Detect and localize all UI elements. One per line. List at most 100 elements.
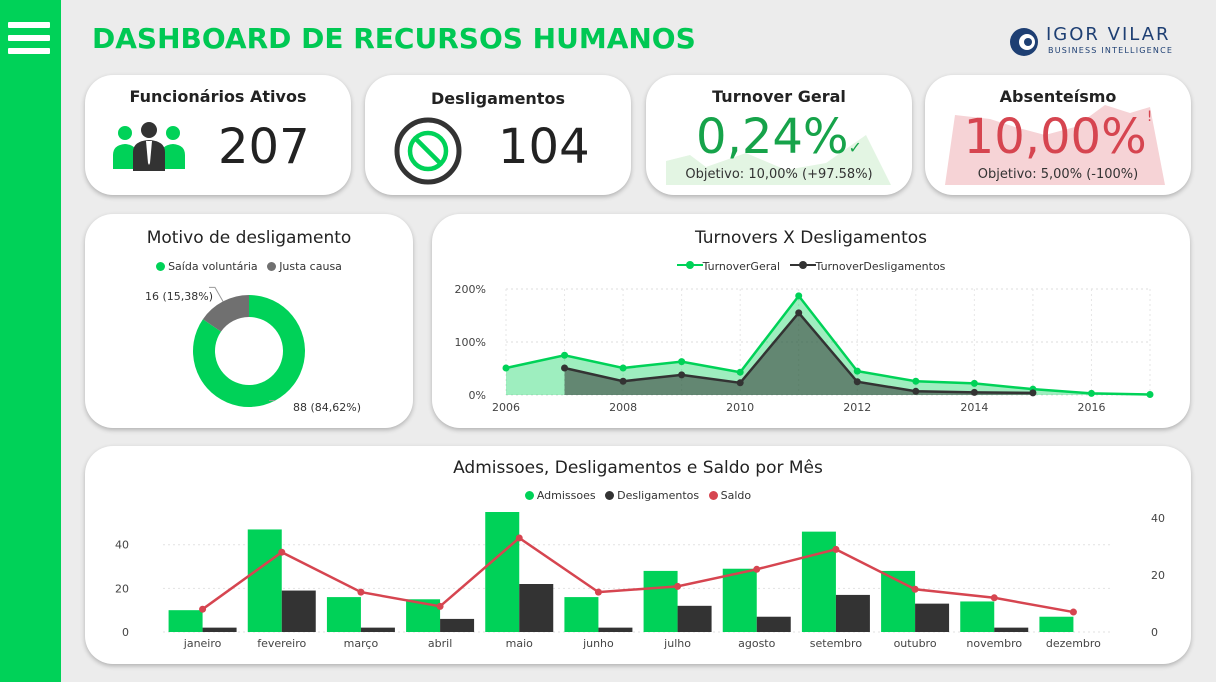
data-point	[970, 388, 978, 396]
donut-chart: 88 (84,62%) 16 (15,38%)	[145, 286, 361, 414]
company-logo: IGOR VILAR BUSINESS INTELLIGENCE	[1008, 24, 1178, 60]
kpi-card-funcionarios: Funcionários Ativos 207	[85, 75, 351, 195]
legend-label: Saída voluntária	[168, 260, 258, 273]
y2-tick-label: 20	[1151, 569, 1165, 582]
bar-desligamentos	[756, 616, 791, 632]
bar-desligamentos	[994, 627, 1029, 632]
data-point	[912, 387, 920, 395]
kpi-title: Absenteísmo	[999, 87, 1117, 106]
saldo-point	[594, 588, 602, 596]
chart-title: Turnovers X Desligamentos	[694, 228, 928, 248]
bar-admissoes	[1039, 616, 1074, 632]
donut-slice	[193, 295, 305, 407]
turnover-trend-background	[666, 135, 891, 185]
kpi-objetivo: Objetivo: 10,00% (+97.58%)	[685, 167, 873, 182]
bar-desligamentos	[915, 603, 950, 632]
legend-marker	[605, 491, 615, 500]
legend-item[interactable]: Desligamentos	[605, 489, 699, 502]
data-point	[1029, 389, 1037, 397]
saldo-point	[357, 588, 365, 596]
kpi-card-turnover: Turnover Geral 0,24%✓ Objetivo: 10,00% (…	[646, 75, 912, 195]
legend-item[interactable]: Saldo	[708, 489, 752, 502]
alert-icon: !	[1146, 109, 1153, 125]
x-tick-label: 2008	[609, 401, 637, 414]
y-tick-label: 100%	[455, 336, 486, 349]
page-title: DASHBOARD DE RECURSOS HUMANOS	[92, 22, 696, 55]
kpi-value-text: 0,24%	[696, 109, 849, 165]
bar-desligamentos	[202, 627, 237, 632]
x-tick-label: janeiro	[183, 637, 222, 650]
kpi-value: 207	[218, 119, 310, 175]
chart-legend: TurnoverGeral TurnoverDesligamentos	[432, 260, 1190, 273]
legend-item[interactable]: Justa causa	[267, 260, 342, 273]
bar-admissoes	[247, 529, 282, 632]
bar-chart: 0 20 40 0 20 40 janeiro fevereiro março abril maio…	[115, 512, 1165, 650]
legend-marker	[789, 261, 816, 269]
kpi-title: Turnover Geral	[712, 87, 846, 106]
x-tick-label: março	[344, 637, 379, 650]
bar-desligamentos	[519, 584, 554, 632]
y-tick-label: 40	[115, 539, 129, 552]
logo-subtext: BUSINESS INTELLIGENCE	[1048, 46, 1174, 55]
legend-item[interactable]: TurnoverGeral	[676, 260, 781, 273]
card-motivo-desligamento: Motivo de desligamento Saída voluntária …	[85, 214, 413, 428]
hamburger-menu-icon[interactable]	[8, 22, 50, 60]
logo-icon	[1010, 28, 1038, 56]
bar-admissoes	[960, 601, 995, 632]
absenteismo-trend-background	[945, 105, 1165, 185]
legend-item[interactable]: Admissoes	[524, 489, 596, 502]
card-turnovers-desligamentos: Turnovers X Desligamentos TurnoverGeral …	[432, 214, 1190, 428]
x-tick-label: agosto	[738, 637, 775, 650]
legend-item[interactable]: Saída voluntária	[156, 260, 258, 273]
kpi-value: 104	[498, 119, 590, 175]
y2-tick-label: 40	[1151, 512, 1165, 525]
ban-icon	[394, 117, 462, 185]
kpi-card-desligamentos: Desligamentos 104	[365, 75, 631, 195]
saldo-point	[990, 594, 998, 602]
data-point	[619, 377, 627, 385]
kpi-card-absenteismo: Absenteísmo 10,00%! Objetivo: 5,00% (-10…	[925, 75, 1191, 195]
x-tick-label: outubro	[894, 637, 937, 650]
y-tick-label: 200%	[455, 283, 486, 296]
people-icon	[113, 122, 185, 171]
bar-desligamentos	[440, 618, 475, 632]
x-tick-label: 2014	[960, 401, 988, 414]
chart-legend: Saída voluntária Justa causa	[85, 260, 413, 273]
saldo-point	[911, 585, 919, 593]
x-tick-label: abril	[428, 637, 452, 650]
area-chart: 0% 100% 200% 2006 2008 2010 2012 2014 2016	[455, 283, 1154, 414]
legend-label: Desligamentos	[617, 489, 700, 502]
data-point	[736, 368, 744, 376]
donut-slice	[202, 295, 249, 332]
kpi-title: Desligamentos	[431, 89, 565, 108]
legend-item[interactable]: TurnoverDesligamentos	[789, 260, 945, 273]
data-point	[795, 292, 803, 300]
legend-label: Justa causa	[279, 260, 342, 273]
saldo-point	[436, 602, 444, 610]
x-tick-label: junho	[582, 637, 614, 650]
x-tick-label: fevereiro	[257, 637, 306, 650]
data-point	[795, 309, 803, 317]
logo-text: IGOR VILAR	[1046, 24, 1171, 45]
legend-marker	[524, 491, 534, 500]
legend-label: Saldo	[720, 489, 752, 502]
x-tick-label: 2012	[843, 401, 871, 414]
data-point	[970, 379, 978, 387]
label-leader	[208, 286, 224, 302]
bar-admissoes	[722, 568, 757, 632]
sidebar	[0, 0, 61, 682]
check-icon: ✓	[848, 138, 862, 157]
card-admissoes-mes: Admissoes, Desligamentos e Saldo por Mês…	[85, 446, 1191, 664]
bar-desligamentos	[598, 627, 633, 632]
data-point	[619, 364, 627, 372]
kpi-value: 10,00%!	[925, 109, 1191, 165]
y-tick-label: 20	[115, 582, 129, 595]
data-point	[1087, 389, 1095, 397]
legend-label: TurnoverGeral	[702, 260, 781, 273]
x-tick-label: dezembro	[1046, 637, 1101, 650]
bar-desligamentos	[835, 594, 870, 632]
data-point	[736, 379, 744, 387]
slice-label: 16 (15,38%)	[145, 290, 213, 303]
x-tick-label: 2010	[726, 401, 754, 414]
legend-marker	[708, 491, 718, 500]
